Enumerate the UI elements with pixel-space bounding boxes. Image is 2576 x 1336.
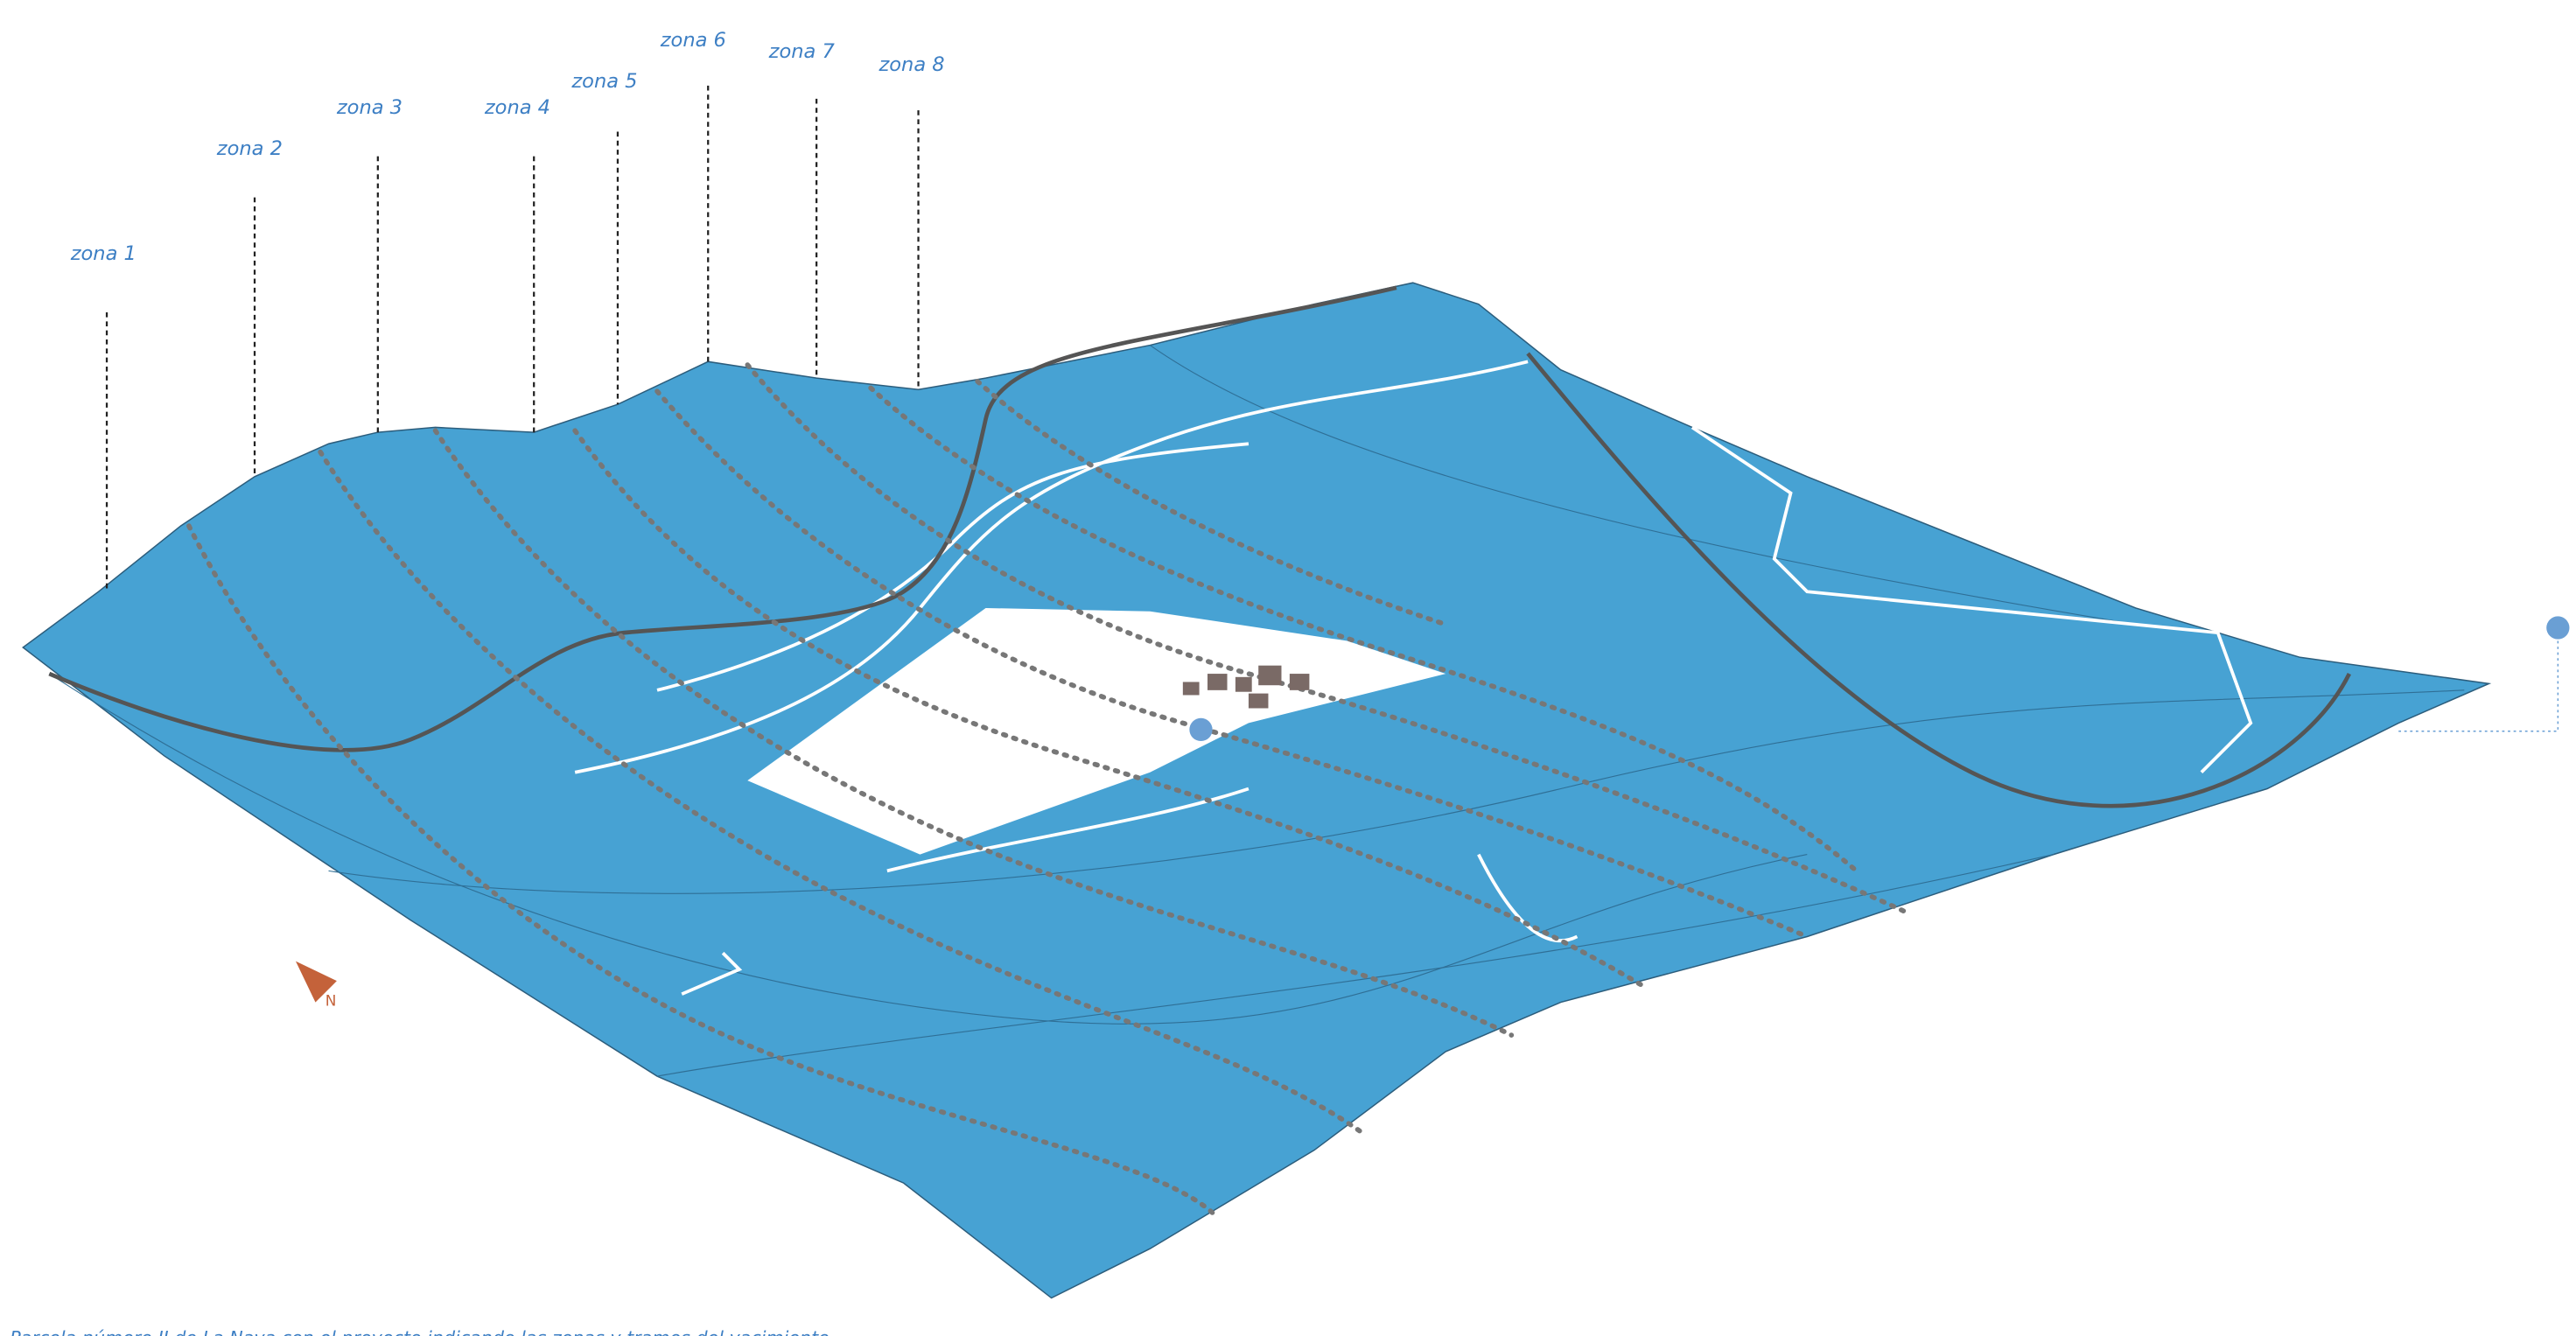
contours — [49, 345, 2465, 1077]
zone-label: zona 5 — [570, 70, 637, 93]
zone-labels: zona 1 zona 2 zona 3 zona 4 zona 5 zona 6 zona… — [70, 29, 945, 592]
marker — [2546, 616, 2570, 640]
zone-label: zona 8 — [878, 53, 944, 76]
marker-leader — [2398, 640, 2559, 732]
zone-label: zona 1 — [70, 242, 136, 265]
svg-text:N: N — [326, 991, 337, 1009]
marker — [1189, 717, 1213, 742]
roads — [48, 285, 2351, 808]
zone-label: zona 6 — [660, 29, 726, 52]
zone-label: zona 4 — [484, 96, 550, 119]
caption: Parcela número II de La Nava con el proy… — [10, 1327, 830, 1336]
zone-boundaries — [186, 362, 1908, 1219]
zone-label: zona 2 — [216, 137, 283, 160]
buildings — [1182, 665, 1310, 709]
terrain — [22, 282, 2492, 1299]
north-arrow: N — [295, 961, 337, 1009]
zone-label: zona 3 — [336, 96, 402, 119]
zone-label: zona 7 — [768, 40, 836, 63]
